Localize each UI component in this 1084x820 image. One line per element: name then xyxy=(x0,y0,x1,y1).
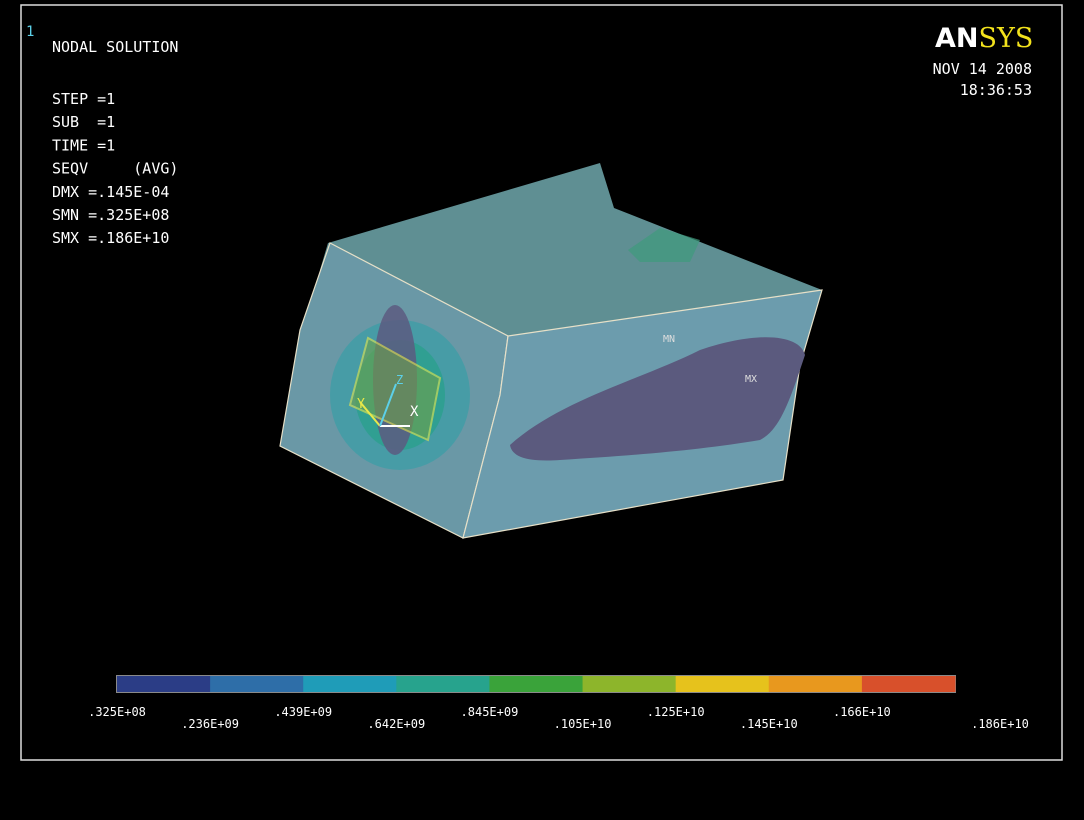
legend-label: .125E+10 xyxy=(647,705,705,719)
info-line: SMX =.186E+10 xyxy=(52,229,169,247)
info-line: SUB =1 xyxy=(52,113,115,131)
legend-label: .166E+10 xyxy=(833,705,891,719)
legend-swatch xyxy=(489,676,584,692)
legend-label: .642E+09 xyxy=(367,717,425,731)
max-region xyxy=(510,337,805,461)
x-axis-label: X xyxy=(410,404,419,420)
legend-swatch xyxy=(117,676,211,692)
axis-z xyxy=(379,383,397,427)
info-line: TIME =1 xyxy=(52,136,115,154)
legend-swatch xyxy=(582,676,677,692)
legend-swatch xyxy=(675,676,770,692)
legend-label: .145E+10 xyxy=(740,717,798,731)
legend-swatch xyxy=(768,676,863,692)
info-line: SMN =.325E+08 xyxy=(52,206,169,224)
top-face xyxy=(320,163,822,336)
min-label: MN xyxy=(663,334,675,345)
window-number: 1 xyxy=(26,24,34,40)
legend-label: .105E+10 xyxy=(554,717,612,731)
logo-an: AN xyxy=(935,23,979,54)
axis-y xyxy=(359,401,381,427)
legend-label: .186E+10 xyxy=(971,717,1029,731)
legend-label: .439E+09 xyxy=(274,705,332,719)
z-axis-label: Z xyxy=(396,373,403,387)
frame xyxy=(20,4,1063,761)
legend-label: .325E+08 xyxy=(88,705,146,719)
plot-title: NODAL SOLUTION xyxy=(52,38,178,56)
info-line: SEQV (AVG) xyxy=(52,160,178,178)
legend-swatch xyxy=(210,676,304,692)
info-block: STEP =1 SUB =1 TIME =1 SEQV (AVG) DMX =.145E… xyxy=(52,90,178,247)
legend-swatch xyxy=(861,676,956,692)
model: MN MX X Y Z xyxy=(279,163,823,539)
info-line: DMX =.145E-04 xyxy=(52,183,169,201)
logo: ANSYS xyxy=(935,23,1033,54)
logo-sys: SYS xyxy=(979,23,1034,54)
y-axis-label: Y xyxy=(357,397,365,412)
date: NOV 14 2008 xyxy=(933,60,1032,78)
legend-label: .845E+09 xyxy=(461,705,519,719)
max-label: MX xyxy=(745,374,757,385)
color-legend: .325E+08 .236E+09 .439E+09 .642E+09 .845E+09… xyxy=(88,675,1029,731)
legend-swatch xyxy=(396,676,490,692)
legend-label: .236E+09 xyxy=(181,717,239,731)
legend-swatch xyxy=(303,676,397,692)
info-line: STEP =1 xyxy=(52,90,115,108)
time: 18:36:53 xyxy=(960,81,1032,99)
top-contour xyxy=(628,228,700,262)
